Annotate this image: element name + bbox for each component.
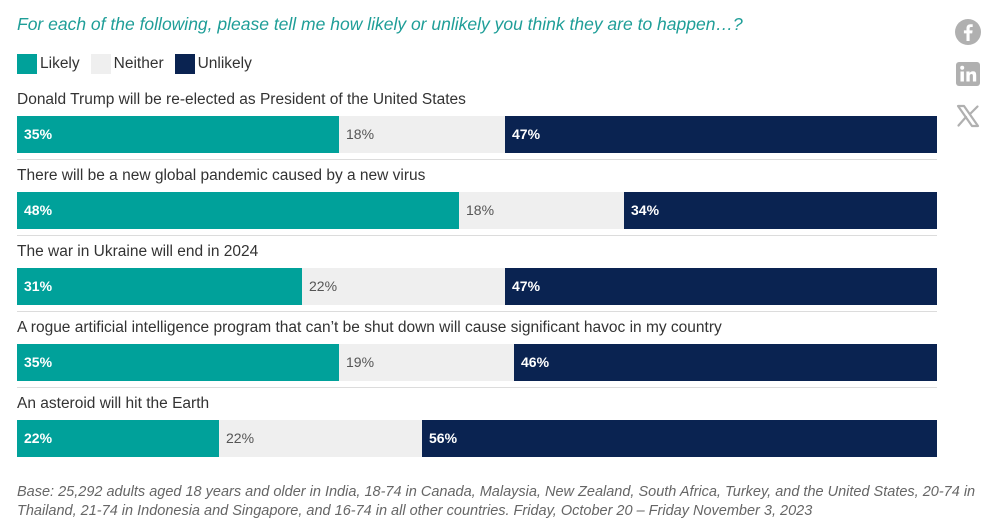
row-separator <box>17 311 937 312</box>
facebook-icon[interactable] <box>954 18 982 46</box>
bar-likely: 35% <box>17 344 339 381</box>
legend-label-neither: Neither <box>113 55 164 72</box>
linkedin-icon[interactable] <box>954 60 982 88</box>
row-separator <box>17 235 937 236</box>
footnote: Base: 25,292 adults aged 18 years and ol… <box>17 484 976 519</box>
category-label: A rogue artificial intelligence program … <box>17 319 722 336</box>
legend-item-neither: Neither <box>90 54 164 74</box>
chart-area: Donald Trump will be re-elected as Presi… <box>17 0 937 526</box>
legend: Likely Neither Unlikely <box>17 54 263 74</box>
bar-neither: 22% <box>219 420 422 457</box>
legend-swatch-unlikely <box>174 54 195 74</box>
row-separator <box>17 159 937 160</box>
category-label: The war in Ukraine will end in 2024 <box>17 243 259 260</box>
bar-likely: 48% <box>17 192 459 229</box>
legend-label-unlikely: Unlikely <box>197 55 252 72</box>
bar-unlikely: 56% <box>422 420 937 457</box>
bar-likely: 22% <box>17 420 219 457</box>
legend-swatch-neither <box>90 54 111 74</box>
x-icon[interactable] <box>954 102 982 130</box>
legend-swatch-likely <box>17 54 37 74</box>
bar-unlikely: 34% <box>624 192 937 229</box>
bar-unlikely: 46% <box>514 344 937 381</box>
bar-neither: 22% <box>302 268 505 305</box>
legend-item-unlikely: Unlikely <box>174 54 252 74</box>
bar-likely: 35% <box>17 116 339 153</box>
bar-neither: 18% <box>339 116 505 153</box>
category-label: An asteroid will hit the Earth <box>17 395 210 412</box>
legend-label-likely: Likely <box>40 55 80 72</box>
bar-neither: 19% <box>339 344 514 381</box>
bar-unlikely: 47% <box>505 116 937 153</box>
share-bar <box>954 18 982 144</box>
category-label: Donald Trump will be re-elected as Presi… <box>17 91 466 108</box>
bar-likely: 31% <box>17 268 302 305</box>
legend-item-likely: Likely <box>17 54 80 74</box>
row-separator <box>17 387 937 388</box>
category-label: There will be a new global pandemic caus… <box>17 167 426 184</box>
bar-neither: 18% <box>459 192 624 229</box>
bar-unlikely: 47% <box>505 268 937 305</box>
chart-title: For each of the following, please tell m… <box>17 14 743 34</box>
